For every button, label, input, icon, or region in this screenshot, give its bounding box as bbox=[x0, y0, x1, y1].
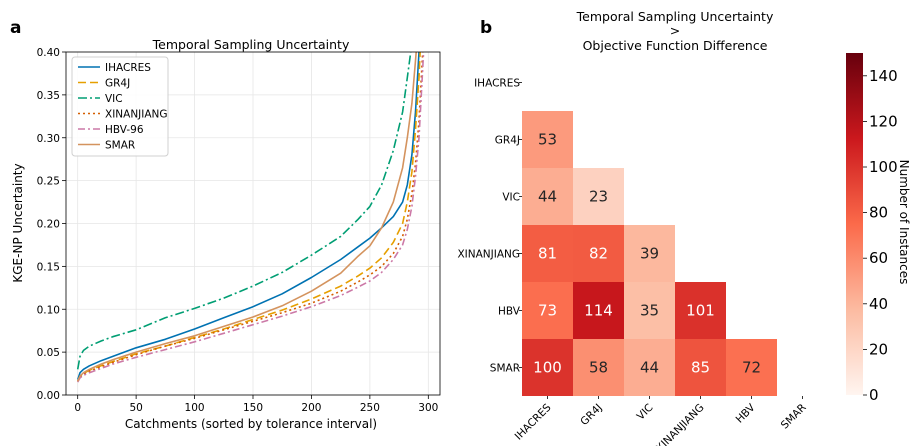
series-line-xinanjiang bbox=[76, 52, 424, 382]
heatmap-col-label: VIC bbox=[635, 402, 656, 423]
heatmap-col-label: HBV bbox=[734, 401, 759, 426]
x-tick-label: 300 bbox=[418, 402, 438, 414]
heatmap-cell-value: 44 bbox=[640, 359, 659, 377]
heatmap-cell bbox=[675, 282, 726, 339]
heatmap-cell-value: 23 bbox=[589, 188, 608, 206]
heatmap-row-label: VIC bbox=[502, 192, 520, 204]
heatmap-cell-value: 114 bbox=[584, 302, 613, 320]
colorbar-bar bbox=[846, 53, 863, 395]
heatmap-title-line-3: Objective Function Difference bbox=[583, 38, 768, 53]
heatmap-cell bbox=[522, 339, 573, 396]
heatmap-cell-value: 44 bbox=[538, 188, 557, 206]
heatmap-cell-value: 82 bbox=[589, 245, 608, 263]
heatmap-cell-value: 72 bbox=[742, 359, 761, 377]
colorbar-tick-label: 0 bbox=[869, 386, 879, 404]
heatmap-cell-value: 35 bbox=[640, 302, 659, 320]
heatmap-cell bbox=[522, 282, 573, 339]
heatmap-title-line-2: > bbox=[670, 23, 680, 38]
heatmap-cell-value: 53 bbox=[538, 131, 557, 149]
heatmap-row-label: XINANJIANG bbox=[457, 249, 520, 261]
heatmap-cell bbox=[624, 282, 675, 339]
y-tick-label: 0.20 bbox=[37, 219, 60, 231]
colorbar-tick-label: 20 bbox=[869, 340, 888, 358]
x-tick-label: 0 bbox=[74, 402, 81, 414]
colorbar-tick-label: 120 bbox=[869, 112, 898, 130]
heatmap-cell bbox=[726, 339, 777, 396]
heatmap-col-label: IHACRES bbox=[513, 401, 554, 442]
series-line-vic bbox=[76, 52, 412, 370]
colorbar-tick-label: 60 bbox=[869, 249, 888, 267]
line-chart-legend: IHACRES GR4J VIC XINANJIANG HBV-96 SMAR bbox=[71, 56, 169, 157]
heatmap-cell bbox=[522, 111, 573, 168]
heatmap-cell-value: 39 bbox=[640, 245, 659, 263]
panel-b-letter: b bbox=[480, 18, 492, 38]
heatmap-cell bbox=[573, 225, 624, 282]
line-chart-series bbox=[76, 52, 425, 383]
heatmap-cell bbox=[675, 339, 726, 396]
line-chart-title: Temporal Sampling Uncertainty bbox=[152, 37, 350, 52]
series-line-smar bbox=[76, 52, 418, 382]
heatmap-cell-value: 58 bbox=[589, 359, 608, 377]
legend-label: XINANJIANG bbox=[105, 109, 168, 121]
line-chart-ticks: 0 50 100 150 200 250 300 0.00 0.05 0.10 0.15 0.20 0.… bbox=[37, 47, 439, 414]
colorbar-tick-label: 140 bbox=[869, 67, 898, 85]
colorbar-tick-label: 100 bbox=[869, 158, 898, 176]
legend-label: SMAR bbox=[105, 140, 135, 152]
heatmap-cell-value: 101 bbox=[686, 302, 715, 320]
x-tick-label: 150 bbox=[243, 402, 263, 414]
y-tick-label: 0.40 bbox=[37, 47, 60, 59]
heatmap-cell bbox=[624, 339, 675, 396]
heatmap-cell-value: 73 bbox=[538, 302, 557, 320]
heatmap-cell bbox=[522, 225, 573, 282]
heatmap-row-label: IHACRES bbox=[474, 78, 520, 90]
x-tick-label: 200 bbox=[301, 402, 321, 414]
colorbar-label: Number of Instances bbox=[897, 160, 911, 285]
x-axis-label: Catchments (sorted by tolerance interval… bbox=[125, 417, 377, 431]
heatmap-cell bbox=[624, 225, 675, 282]
heatmap-cell-value: 100 bbox=[533, 359, 562, 377]
panel-a-letter: a bbox=[10, 18, 21, 38]
heatmap-col-label: SMAR bbox=[779, 402, 809, 432]
series-line-gr4j bbox=[76, 52, 421, 382]
y-tick-label: 0.35 bbox=[37, 90, 60, 102]
heatmap-cell bbox=[573, 168, 624, 225]
heatmap-cell bbox=[573, 282, 624, 339]
line-chart-frame bbox=[65, 51, 441, 396]
x-tick-label: 100 bbox=[185, 402, 205, 414]
heatmap-col-label: GR4J bbox=[578, 402, 604, 428]
heatmap-cell-value: 81 bbox=[538, 245, 557, 263]
x-tick-label: 250 bbox=[360, 402, 380, 414]
legend-label: IHACRES bbox=[105, 62, 151, 74]
legend-label: GR4J bbox=[105, 78, 130, 90]
legend-label: VIC bbox=[105, 93, 123, 105]
heatmap: 53 44 23 81 82 39 73 114 35 101 100 58 44 85 72 IHACRES… bbox=[457, 78, 808, 446]
heatmap-col-label: XINANJIANG bbox=[654, 402, 707, 446]
heatmap-cell-value: 85 bbox=[691, 359, 710, 377]
legend-label: HBV-96 bbox=[105, 124, 144, 136]
series-line-ihacres bbox=[76, 52, 420, 380]
heatmap-row-label: HBV bbox=[498, 306, 521, 318]
heatmap-cell bbox=[522, 168, 573, 225]
heatmap-row-label: GR4J bbox=[495, 135, 520, 147]
colorbar: 0 20 40 60 80 100 120 140 bbox=[846, 53, 898, 404]
heatmap-row-label: SMAR bbox=[490, 363, 520, 375]
colorbar-tick-label: 80 bbox=[869, 204, 888, 222]
y-axis-label: KGE-NP Uncertainty bbox=[11, 163, 25, 282]
y-tick-label: 0.10 bbox=[37, 304, 60, 316]
heatmap-cell bbox=[573, 339, 624, 396]
x-tick-label: 50 bbox=[129, 402, 142, 414]
heatmap-title-line-1: Temporal Sampling Uncertainty bbox=[576, 9, 774, 24]
colorbar-tick-label: 40 bbox=[869, 295, 888, 313]
y-tick-label: 0.05 bbox=[37, 347, 60, 359]
line-chart-grid bbox=[66, 51, 440, 396]
y-tick-label: 0.00 bbox=[37, 390, 60, 402]
y-tick-label: 0.25 bbox=[37, 176, 60, 188]
y-tick-label: 0.15 bbox=[37, 261, 60, 273]
series-line-hbv-96 bbox=[76, 52, 425, 383]
y-tick-label: 0.30 bbox=[37, 133, 60, 145]
